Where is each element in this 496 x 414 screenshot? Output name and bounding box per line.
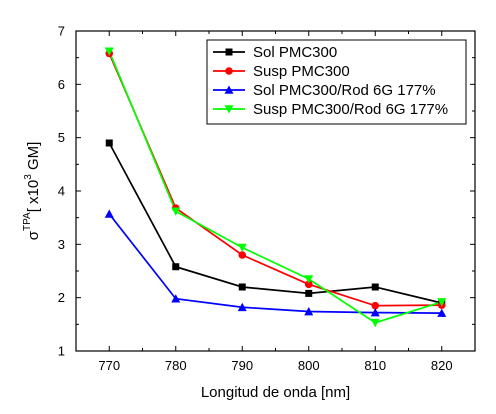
y-axis-label: σTPA[ x103 GM]	[22, 142, 42, 241]
data-point-s2-5	[437, 308, 447, 317]
legend-label-3: Susp PMC300/Rod 6G 177%	[253, 101, 448, 118]
data-point-s0-0	[105, 139, 113, 147]
legend: Sol PMC300 Susp PMC300 Sol PMC300/Rod 6G 1…	[206, 39, 467, 125]
y-tick-label: 4	[58, 184, 65, 199]
data-point-s3-5	[437, 298, 447, 307]
x-tick-label: 780	[165, 358, 187, 373]
series-line-3	[108, 50, 443, 324]
legend-label-0: Sol PMC300	[253, 44, 337, 61]
y-label-exp: 3	[23, 174, 34, 180]
data-point-s0-4	[371, 283, 379, 291]
legend-box	[206, 39, 467, 125]
y-tick-label: 7	[58, 24, 65, 39]
y-tick-label: 6	[58, 77, 65, 92]
series-line-0	[108, 142, 442, 304]
data-point-s0-2	[238, 283, 246, 291]
y-tick-label: 3	[58, 237, 65, 252]
y-label-open: [ x10	[25, 180, 42, 213]
x-tick-label: 810	[364, 358, 386, 373]
y-label-symbol: σ	[25, 230, 42, 240]
y-label-close: GM]	[25, 142, 42, 175]
data-point-s1-2	[238, 251, 247, 259]
data-point-s3-2	[237, 243, 247, 253]
x-axis-label: Longitud de onda [nm]	[201, 384, 350, 401]
legend-marker-3	[224, 105, 234, 114]
data-point-s3-3	[304, 275, 314, 284]
x-tick-label: 820	[431, 358, 453, 373]
legend-marker-1	[225, 67, 233, 75]
legend-label-2: Sol PMC300/Rod 6G 177%	[253, 82, 436, 99]
data-point-s0-3	[305, 289, 313, 297]
data-point-s2-0	[104, 209, 114, 218]
series-line-2	[108, 213, 442, 314]
legend-marker-2	[224, 85, 234, 94]
y-tick-label: 5	[58, 130, 65, 145]
data-point-s3-0	[104, 47, 114, 56]
y-label-sup: TPA	[22, 212, 33, 231]
y-tick-label: 2	[58, 290, 65, 305]
x-tick-label: 790	[231, 358, 253, 373]
x-tick-label: 770	[98, 358, 120, 373]
data-point-s2-4	[370, 308, 380, 317]
data-point-s1-3	[304, 280, 313, 289]
legend-marker-0	[225, 48, 233, 56]
data-point-s2-2	[237, 302, 247, 312]
legend-label-1: Susp PMC300	[253, 63, 350, 80]
data-point-s3-4	[370, 318, 380, 328]
data-point-s3-1	[171, 207, 181, 216]
x-tick-label: 800	[298, 358, 320, 373]
data-point-s2-3	[304, 307, 314, 316]
series-line-1	[108, 53, 442, 307]
data-point-s1-4	[371, 301, 380, 310]
y-tick-label: 1	[58, 344, 65, 359]
data-point-s0-1	[172, 263, 180, 271]
data-point-s2-1	[171, 294, 181, 303]
